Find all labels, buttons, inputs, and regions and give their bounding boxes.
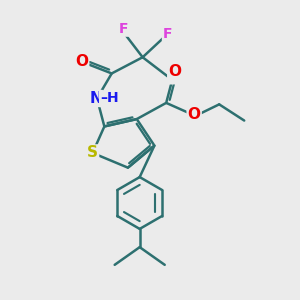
Text: O: O	[169, 64, 182, 79]
Text: N: N	[89, 91, 102, 106]
Text: O: O	[188, 107, 201, 122]
Text: S: S	[87, 146, 98, 160]
Text: O: O	[75, 54, 88, 69]
Text: F: F	[168, 69, 178, 83]
Text: F: F	[119, 22, 128, 36]
Text: –H: –H	[100, 92, 119, 106]
Text: F: F	[163, 27, 172, 41]
